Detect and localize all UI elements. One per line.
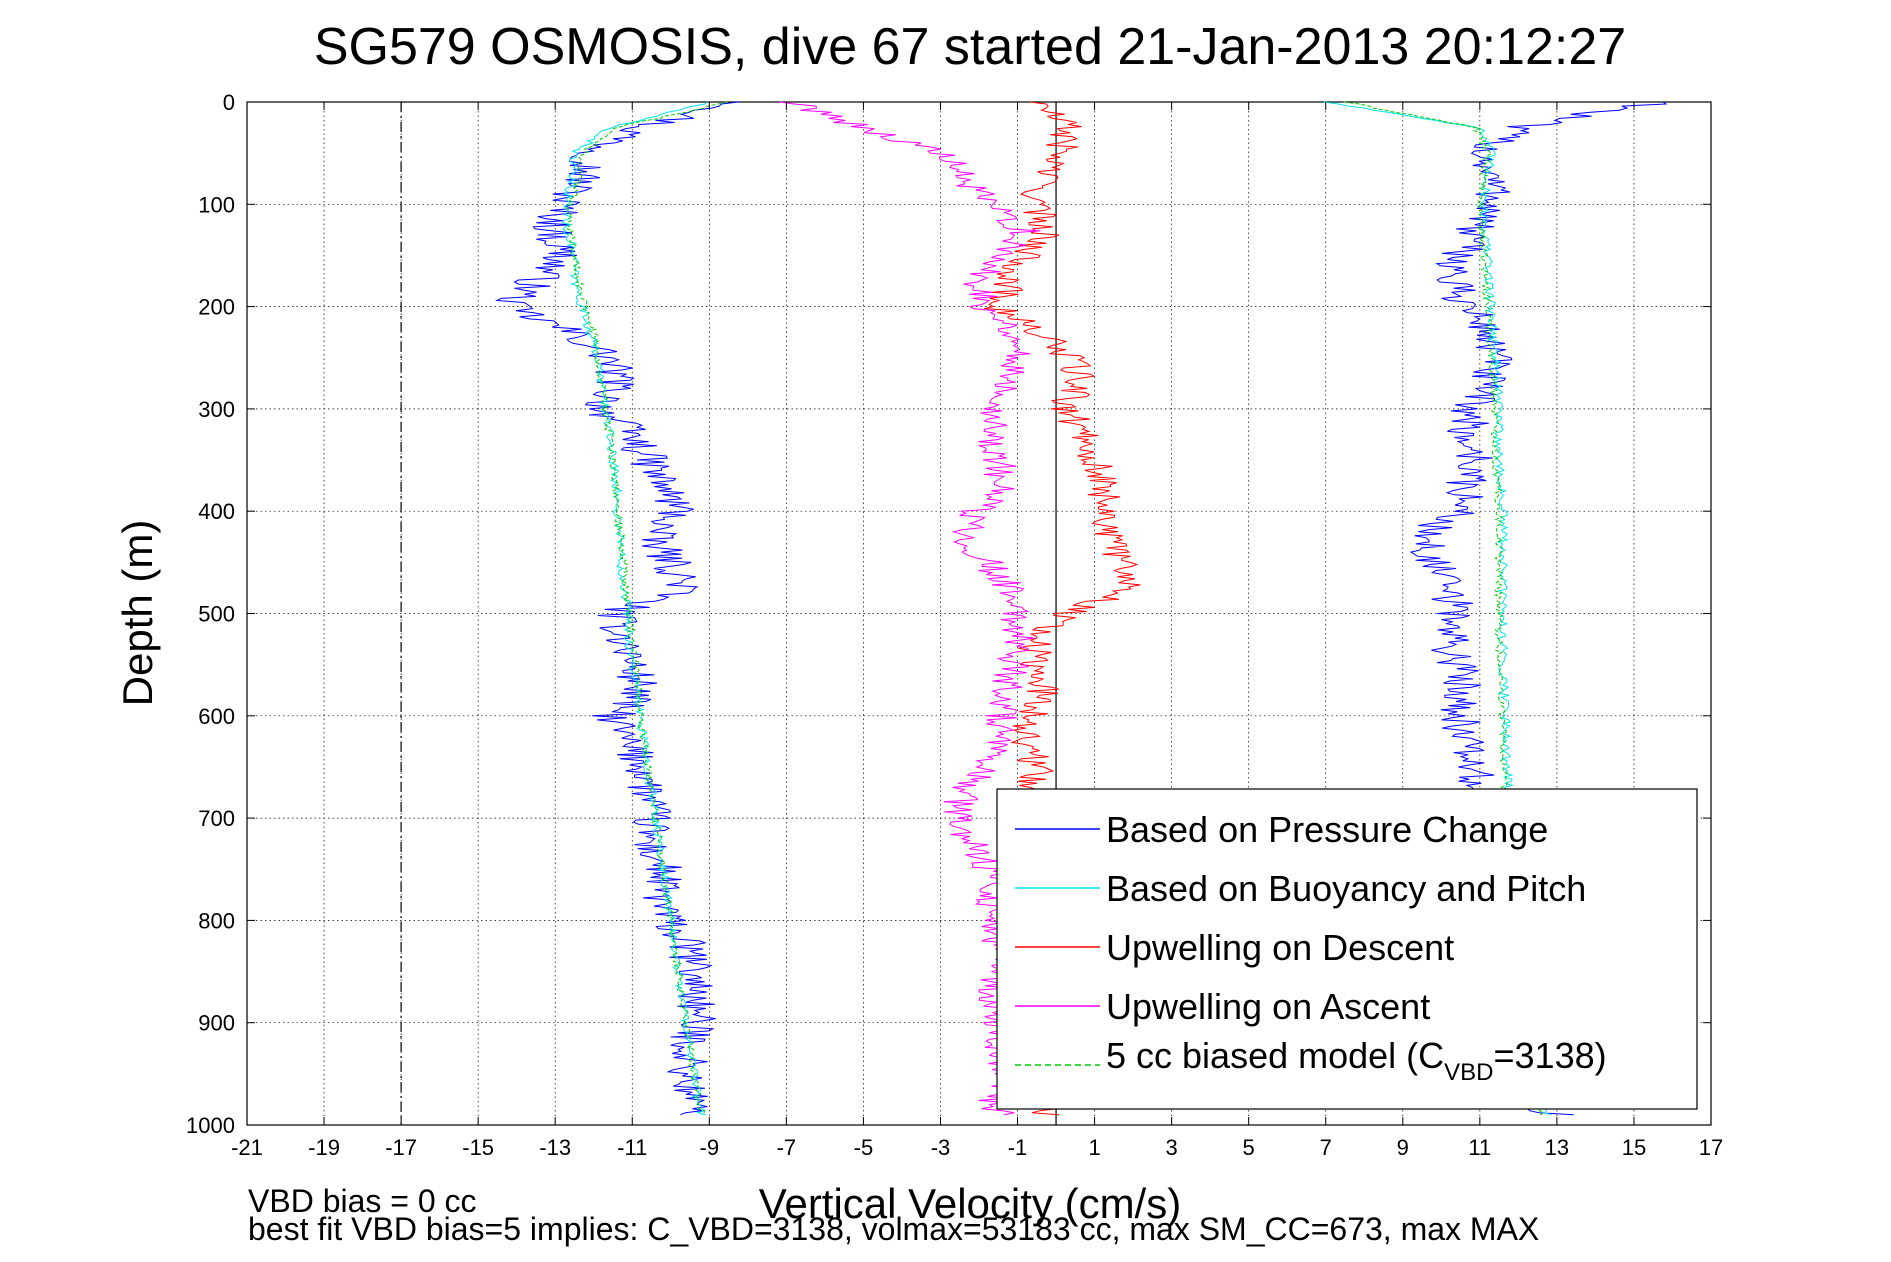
series-line-buoyancy-pitch-descent (562, 101, 708, 1116)
x-tick-label: 5 (1243, 1135, 1255, 1160)
x-tick-label: -11 (617, 1135, 647, 1160)
legend-box (996, 788, 1698, 1110)
y-axis-label: Depth (m) (114, 520, 161, 707)
legend: Based on Pressure Change Based on Buoyan… (996, 788, 1698, 1110)
x-tick-label: 13 (1545, 1135, 1569, 1160)
legend-label-ascent: Upwelling on Ascent (1106, 986, 1430, 1027)
x-tick-label: -21 (231, 1135, 263, 1160)
footnote-line-1: VBD bias = 0 cc (248, 1183, 477, 1219)
series-line-biased-model-descent (566, 101, 728, 1116)
y-tick-label: 100 (198, 192, 235, 217)
x-tick-label: 17 (1699, 1135, 1723, 1160)
x-tick-label: -19 (308, 1135, 340, 1160)
legend-label-pressure: Based on Pressure Change (1106, 809, 1548, 850)
y-tick-label: 700 (198, 806, 235, 831)
x-tick-label: -7 (777, 1135, 797, 1160)
chart-title: SG579 OSMOSIS, dive 67 started 21-Jan-20… (314, 18, 1626, 76)
x-axis-label: Vertical Velocity (cm/s) (759, 1180, 1181, 1227)
tick-layer: -21 -19 -17 -15 -13 -11 -9 -7 -5 -3 -1 1 3 5 7 9 11 13 15 1… (186, 90, 1723, 1160)
y-tick-label: 200 (198, 295, 235, 320)
footnote-line-2: best fit VBD bias=5 implies: C_VBD=3138,… (248, 1211, 1539, 1247)
x-tick-label: -15 (462, 1135, 494, 1160)
y-tick-label: 600 (198, 704, 235, 729)
x-tick-label: -9 (700, 1135, 720, 1160)
x-tick-label: 9 (1397, 1135, 1409, 1160)
x-tick-label: -5 (854, 1135, 874, 1160)
x-tick-label: 1 (1088, 1135, 1100, 1160)
x-tick-label: -1 (1008, 1135, 1028, 1160)
x-tick-label: 15 (1622, 1135, 1646, 1160)
x-tick-label: 3 (1166, 1135, 1178, 1160)
y-tick-label: 500 (198, 602, 235, 627)
legend-label-buoyancy: Based on Buoyancy and Pitch (1106, 868, 1586, 909)
series-line-pressure-change-descent (495, 101, 739, 1116)
y-tick-label: 900 (198, 1011, 235, 1036)
y-tick-label: 400 (198, 499, 235, 524)
y-tick-label: 0 (223, 90, 235, 115)
x-tick-label: -3 (931, 1135, 951, 1160)
series-biased-model (566, 101, 1545, 1116)
legend-label-model: 5 cc biased model (CVBD=3138) (1106, 1035, 1607, 1086)
y-tick-label: 800 (198, 908, 235, 933)
x-tick-label: 7 (1320, 1135, 1332, 1160)
x-tick-label: -17 (385, 1135, 417, 1160)
x-tick-label: 11 (1468, 1135, 1491, 1160)
y-tick-label: 1000 (186, 1113, 235, 1138)
series-line-biased-model-ascent (1343, 101, 1545, 1116)
y-tick-label: 300 (198, 397, 235, 422)
x-tick-label: -13 (539, 1135, 571, 1160)
legend-label-descent: Upwelling on Descent (1106, 927, 1454, 968)
